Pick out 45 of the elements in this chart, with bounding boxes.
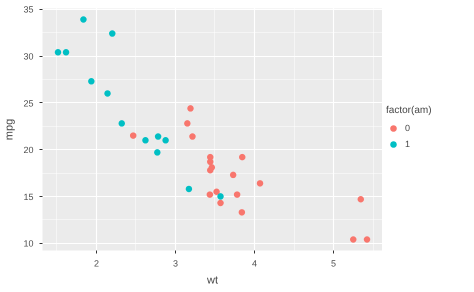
point	[80, 16, 87, 23]
x-tick-label: 4	[252, 258, 258, 268]
legend-title: factor(am)	[386, 104, 432, 116]
legend-label: 0	[405, 122, 412, 132]
y-axis-title: mpg	[3, 118, 16, 140]
point	[206, 191, 214, 198]
point	[364, 236, 370, 243]
point	[154, 133, 162, 140]
point	[207, 154, 214, 160]
point	[207, 166, 214, 174]
point	[350, 236, 357, 243]
point	[230, 172, 236, 178]
point	[154, 149, 161, 156]
x-tick-label: 3	[172, 258, 178, 268]
point	[184, 120, 191, 127]
point	[142, 137, 149, 144]
point	[88, 78, 95, 85]
point	[162, 137, 169, 144]
point	[238, 209, 246, 216]
y-tick-label: 10	[23, 238, 34, 249]
x-tick-label: 2	[94, 258, 99, 268]
x-axis-title: wt	[206, 274, 218, 286]
point	[62, 49, 70, 56]
point	[256, 180, 264, 187]
y-tick-label: 35	[23, 4, 34, 15]
y-tick-label: 15	[23, 192, 34, 202]
legend-label: 1	[405, 138, 412, 148]
point	[109, 30, 116, 37]
point	[54, 49, 62, 56]
point	[217, 193, 224, 200]
point	[217, 200, 224, 206]
point	[118, 120, 125, 127]
point	[104, 90, 111, 97]
y-tick-label: 20	[23, 145, 34, 156]
point	[234, 191, 240, 198]
y-tick-label: 25	[23, 98, 34, 108]
point	[187, 105, 194, 112]
x-tick-label: 5	[331, 258, 336, 268]
point	[186, 186, 192, 192]
y-tick-label: 30	[23, 52, 34, 62]
point	[130, 132, 136, 139]
point	[213, 188, 220, 195]
point	[189, 133, 196, 140]
point	[239, 154, 246, 160]
point	[358, 196, 364, 202]
